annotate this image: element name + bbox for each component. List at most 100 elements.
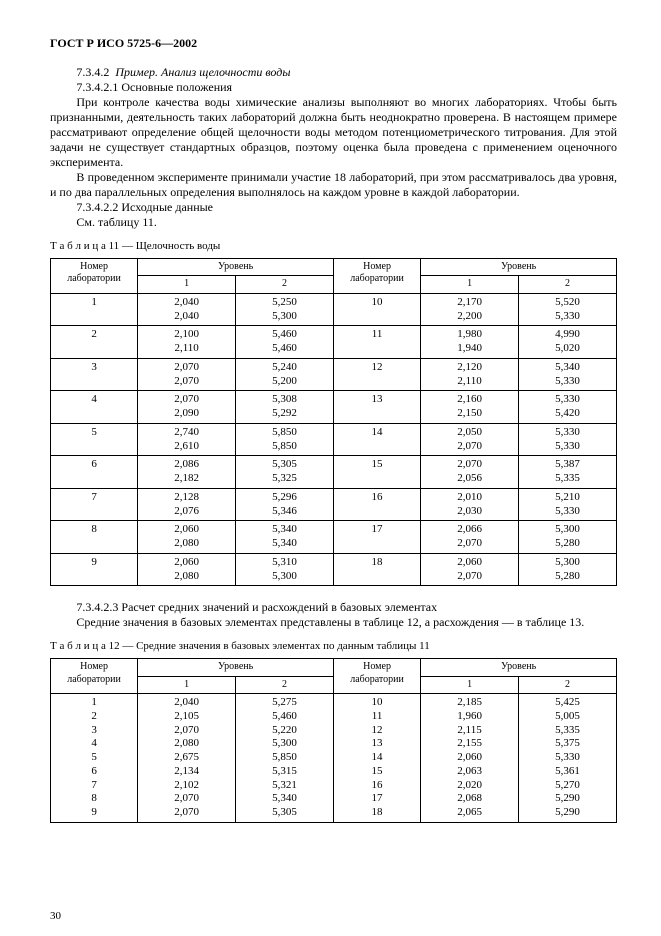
cell-l1: 2,0702,070 xyxy=(138,358,236,391)
cell-l1: 2,0102,030 xyxy=(421,488,519,521)
cell-l1: 2,0702,056 xyxy=(421,456,519,489)
cell-l2: 5,3055,325 xyxy=(236,456,334,489)
cell-lab: 5 xyxy=(51,423,138,456)
table-row: 72,1282,0765,2965,346162,0102,0305,2105,… xyxy=(51,488,617,521)
doc-header: ГОСТ Р ИСО 5725-6—2002 xyxy=(50,36,617,51)
cell-l1: 2,0602,070 xyxy=(421,553,519,586)
cell-l2: 5,3005,280 xyxy=(519,521,617,554)
table-12-caption: Т а б л и ц а 12 — Средние значения в ба… xyxy=(50,640,617,654)
cell-lab: 7 xyxy=(51,488,138,521)
cell-lab: 14 xyxy=(333,423,420,456)
table-row: 42,0702,0905,3085,292132,1602,1505,3305,… xyxy=(51,391,617,424)
th-level-right: Уровень xyxy=(421,258,617,276)
section-73421: 7.3.4.2.1 Основные положения xyxy=(50,80,617,95)
cell-l2: 5,2405,200 xyxy=(236,358,334,391)
cell-l2: 5,4605,460 xyxy=(236,326,334,359)
section-73423: 7.3.4.2.3 Расчет средних значений и расх… xyxy=(50,600,617,615)
cell-l1: 2,0602,080 xyxy=(138,521,236,554)
cell-l1: 1,9801,940 xyxy=(421,326,519,359)
cell-l1: 2,1602,150 xyxy=(421,391,519,424)
cell-l1: 2,0662,070 xyxy=(421,521,519,554)
cell-lab: 12 xyxy=(333,358,420,391)
table-11-caption: Т а б л и ц а 11 — Щелочность воды xyxy=(50,240,617,254)
cell-l1: 2,1202,110 xyxy=(421,358,519,391)
paragraph-1: При контроле качества воды химические ан… xyxy=(50,95,617,170)
cell-l1: 2,0402,1052,0702,0802,6752,1342,1022,070… xyxy=(138,694,236,823)
cell-lab: 8 xyxy=(51,521,138,554)
th-l1-right: 1 xyxy=(421,276,519,294)
cell-l1: 2,7402,610 xyxy=(138,423,236,456)
cell-l2: 5,5205,330 xyxy=(519,293,617,326)
th-lab-right: Номер лаборатории xyxy=(333,258,420,293)
table-row: 12,0402,0405,2505,300102,1702,2005,5205,… xyxy=(51,293,617,326)
cell-l2: 5,3405,330 xyxy=(519,358,617,391)
th-level-left-12: Уровень xyxy=(138,659,334,677)
cell-lab: 18 xyxy=(333,553,420,586)
cell-lab: 9 xyxy=(51,553,138,586)
cell-l1: 2,1002,110 xyxy=(138,326,236,359)
cell-l1: 2,0402,040 xyxy=(138,293,236,326)
cell-l1: 2,1702,200 xyxy=(421,293,519,326)
cell-l2: 5,3085,292 xyxy=(236,391,334,424)
cell-lab: 3 xyxy=(51,358,138,391)
cell-lab: 123456789 xyxy=(51,694,138,823)
cell-lab: 101112131415161718 xyxy=(333,694,420,823)
table-12-title: — Средние значения в базовых элементах п… xyxy=(120,640,430,652)
section-7342: 7.3.4.2 Пример. Анализ щелочности воды xyxy=(50,65,617,80)
th-lab-right-12: Номер лаборатории xyxy=(333,659,420,694)
see-table-11: См. таблицу 11. xyxy=(50,215,617,230)
cell-lab: 16 xyxy=(333,488,420,521)
cell-l1: 2,1851,9602,1152,1552,0602,0632,0202,068… xyxy=(421,694,519,823)
cell-lab: 6 xyxy=(51,456,138,489)
cell-lab: 17 xyxy=(333,521,420,554)
cell-l2: 5,8505,850 xyxy=(236,423,334,456)
cell-l2: 5,3105,300 xyxy=(236,553,334,586)
table-11: Номер лаборатории Уровень Номер лаборато… xyxy=(50,258,617,587)
table-row: 52,7402,6105,8505,850142,0502,0705,3305,… xyxy=(51,423,617,456)
cell-l1: 2,0702,090 xyxy=(138,391,236,424)
cell-l1: 2,1282,076 xyxy=(138,488,236,521)
table-row: 32,0702,0705,2405,200122,1202,1105,3405,… xyxy=(51,358,617,391)
table-12-label: Т а б л и ц а 12 xyxy=(50,640,120,652)
th-lab-left-12: Номер лаборатории xyxy=(51,659,138,694)
table-row: 82,0602,0805,3405,340172,0662,0705,3005,… xyxy=(51,521,617,554)
th-l2-left-12: 2 xyxy=(236,676,334,694)
cell-l2: 4,9905,020 xyxy=(519,326,617,359)
cell-lab: 4 xyxy=(51,391,138,424)
section-73422: 7.3.4.2.2 Исходные данные xyxy=(50,200,617,215)
th-l1-right-12: 1 xyxy=(421,676,519,694)
cell-lab: 13 xyxy=(333,391,420,424)
paragraph-3: Средние значения в базовых элементах пре… xyxy=(50,615,617,630)
th-level-right-12: Уровень xyxy=(421,659,617,677)
cell-lab: 11 xyxy=(333,326,420,359)
th-l2-left: 2 xyxy=(236,276,334,294)
table-11-title: — Щелочность воды xyxy=(119,240,220,252)
table-row: 92,0602,0805,3105,300182,0602,0705,3005,… xyxy=(51,553,617,586)
cell-lab: 2 xyxy=(51,326,138,359)
cell-lab: 10 xyxy=(333,293,420,326)
section-title: Пример. Анализ щелочности воды xyxy=(115,65,290,79)
cell-l2: 5,2965,346 xyxy=(236,488,334,521)
cell-l2: 5,2755,4605,2205,3005,8505,3155,3215,340… xyxy=(236,694,334,823)
table-row: 62,0862,1825,3055,325152,0702,0565,3875,… xyxy=(51,456,617,489)
table-row: 22,1002,1105,4605,460111,9801,9404,9905,… xyxy=(51,326,617,359)
cell-l2: 5,3305,420 xyxy=(519,391,617,424)
th-l2-right: 2 xyxy=(519,276,617,294)
cell-l2: 5,2105,330 xyxy=(519,488,617,521)
cell-l2: 5,2505,300 xyxy=(236,293,334,326)
table-row: 1234567892,0402,1052,0702,0802,6752,1342… xyxy=(51,694,617,823)
th-l1-left: 1 xyxy=(138,276,236,294)
section-number: 7.3.4.2 xyxy=(76,65,109,79)
cell-l2: 5,3005,280 xyxy=(519,553,617,586)
cell-l2: 5,3875,335 xyxy=(519,456,617,489)
cell-l1: 2,0602,080 xyxy=(138,553,236,586)
paragraph-2: В проведенном эксперименте принимали уча… xyxy=(50,170,617,200)
cell-l2: 5,4255,0055,3355,3755,3305,3615,2705,290… xyxy=(519,694,617,823)
th-l2-right-12: 2 xyxy=(519,676,617,694)
page-number: 30 xyxy=(50,910,61,924)
th-lab-left: Номер лаборатории xyxy=(51,258,138,293)
cell-l2: 5,3405,340 xyxy=(236,521,334,554)
cell-lab: 15 xyxy=(333,456,420,489)
cell-l1: 2,0502,070 xyxy=(421,423,519,456)
table-12: Номер лаборатории Уровень Номер лаборато… xyxy=(50,658,617,823)
